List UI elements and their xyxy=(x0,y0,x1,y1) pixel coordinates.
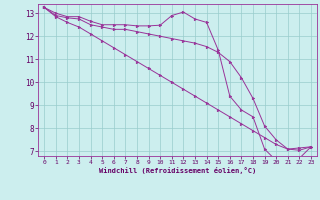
X-axis label: Windchill (Refroidissement éolien,°C): Windchill (Refroidissement éolien,°C) xyxy=(99,167,256,174)
